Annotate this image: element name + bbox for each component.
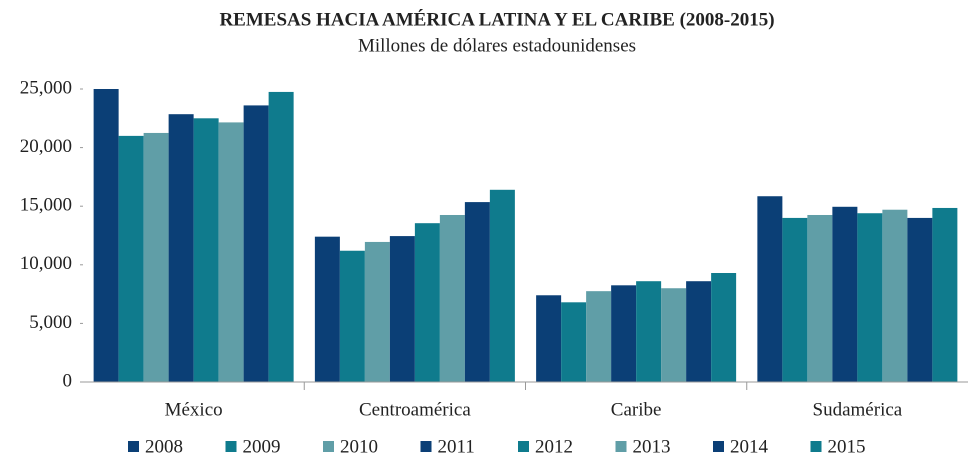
bar bbox=[636, 281, 662, 382]
x-tick-label: Centroamérica bbox=[359, 399, 471, 420]
legend-swatch bbox=[615, 441, 627, 452]
bar bbox=[464, 202, 490, 382]
legend-swatch bbox=[810, 441, 822, 452]
x-tick-label: México bbox=[165, 399, 223, 420]
x-tick-label: Caribe bbox=[611, 399, 662, 420]
legend-label: 2015 bbox=[828, 436, 866, 457]
bar bbox=[857, 213, 883, 382]
legend-label: 2009 bbox=[243, 436, 281, 457]
bar bbox=[439, 214, 465, 382]
legend-swatch bbox=[420, 441, 432, 452]
x-tick-label: Sudamérica bbox=[813, 399, 903, 420]
bar bbox=[757, 196, 783, 382]
legend-label: 2008 bbox=[145, 436, 183, 457]
bar bbox=[907, 217, 933, 382]
y-tick-label: 20,000 bbox=[20, 136, 72, 157]
bar bbox=[686, 281, 712, 382]
chart-subtitle: Millones de dólares estadounidenses bbox=[358, 35, 636, 56]
legend-swatch bbox=[323, 441, 334, 452]
legend-swatch bbox=[713, 441, 724, 452]
bar bbox=[489, 189, 515, 382]
bar bbox=[314, 236, 340, 382]
legend-label: 2010 bbox=[340, 436, 378, 457]
bar bbox=[364, 241, 390, 382]
bar bbox=[807, 214, 833, 382]
bar bbox=[832, 206, 858, 382]
bar bbox=[882, 209, 908, 382]
bar bbox=[143, 132, 169, 382]
bar bbox=[536, 295, 562, 382]
y-tick-label: 5,000 bbox=[29, 312, 72, 333]
legend-swatch bbox=[128, 441, 139, 452]
bar bbox=[711, 273, 737, 382]
bar bbox=[932, 207, 958, 382]
bar bbox=[268, 91, 294, 383]
y-tick-label: 25,000 bbox=[20, 77, 72, 98]
bar bbox=[243, 105, 269, 383]
bar bbox=[193, 118, 219, 383]
y-tick-label: 15,000 bbox=[20, 195, 72, 216]
bar bbox=[782, 217, 808, 382]
bar bbox=[661, 288, 687, 382]
bar bbox=[118, 135, 144, 382]
legend-label: 2014 bbox=[730, 436, 769, 457]
chart-title: REMESAS HACIA AMÉRICA LATINA Y EL CARIBE… bbox=[219, 8, 774, 30]
bar bbox=[93, 89, 119, 382]
bar bbox=[414, 223, 440, 382]
bar bbox=[586, 291, 612, 382]
bar bbox=[389, 236, 415, 382]
bar bbox=[218, 122, 244, 382]
y-tick-label: 10,000 bbox=[20, 253, 72, 274]
bar bbox=[611, 285, 637, 382]
y-tick-label: 0 bbox=[63, 370, 73, 391]
legend-label: 2011 bbox=[438, 436, 475, 457]
legend-swatch bbox=[518, 441, 529, 452]
legend-swatch bbox=[225, 441, 237, 452]
bar bbox=[168, 114, 194, 382]
bar bbox=[339, 250, 365, 382]
legend-label: 2013 bbox=[633, 436, 671, 457]
legend-label: 2012 bbox=[535, 436, 573, 457]
bar bbox=[561, 302, 587, 382]
